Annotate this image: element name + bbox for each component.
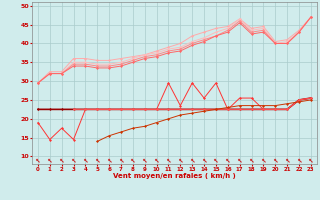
Text: ←: ← [34,156,42,163]
Text: ←: ← [260,156,267,163]
Text: ←: ← [106,156,113,163]
Text: ←: ← [82,156,89,163]
Text: ←: ← [295,156,303,163]
X-axis label: Vent moyen/en rafales ( km/h ): Vent moyen/en rafales ( km/h ) [113,173,236,179]
Text: ←: ← [284,156,291,163]
Text: ←: ← [46,156,53,163]
Text: ←: ← [94,156,101,163]
Text: ←: ← [200,156,208,163]
Text: ←: ← [224,156,231,163]
Text: ←: ← [248,156,255,163]
Text: ←: ← [153,156,160,163]
Text: ←: ← [236,156,243,163]
Text: ←: ← [272,156,279,163]
Text: ←: ← [70,156,77,163]
Text: ←: ← [58,156,65,163]
Text: ←: ← [188,156,196,163]
Text: ←: ← [141,156,148,163]
Text: ←: ← [177,156,184,163]
Text: ←: ← [212,156,220,163]
Text: ←: ← [165,156,172,163]
Text: ←: ← [307,156,315,163]
Text: ←: ← [117,156,124,163]
Text: ←: ← [129,156,137,163]
